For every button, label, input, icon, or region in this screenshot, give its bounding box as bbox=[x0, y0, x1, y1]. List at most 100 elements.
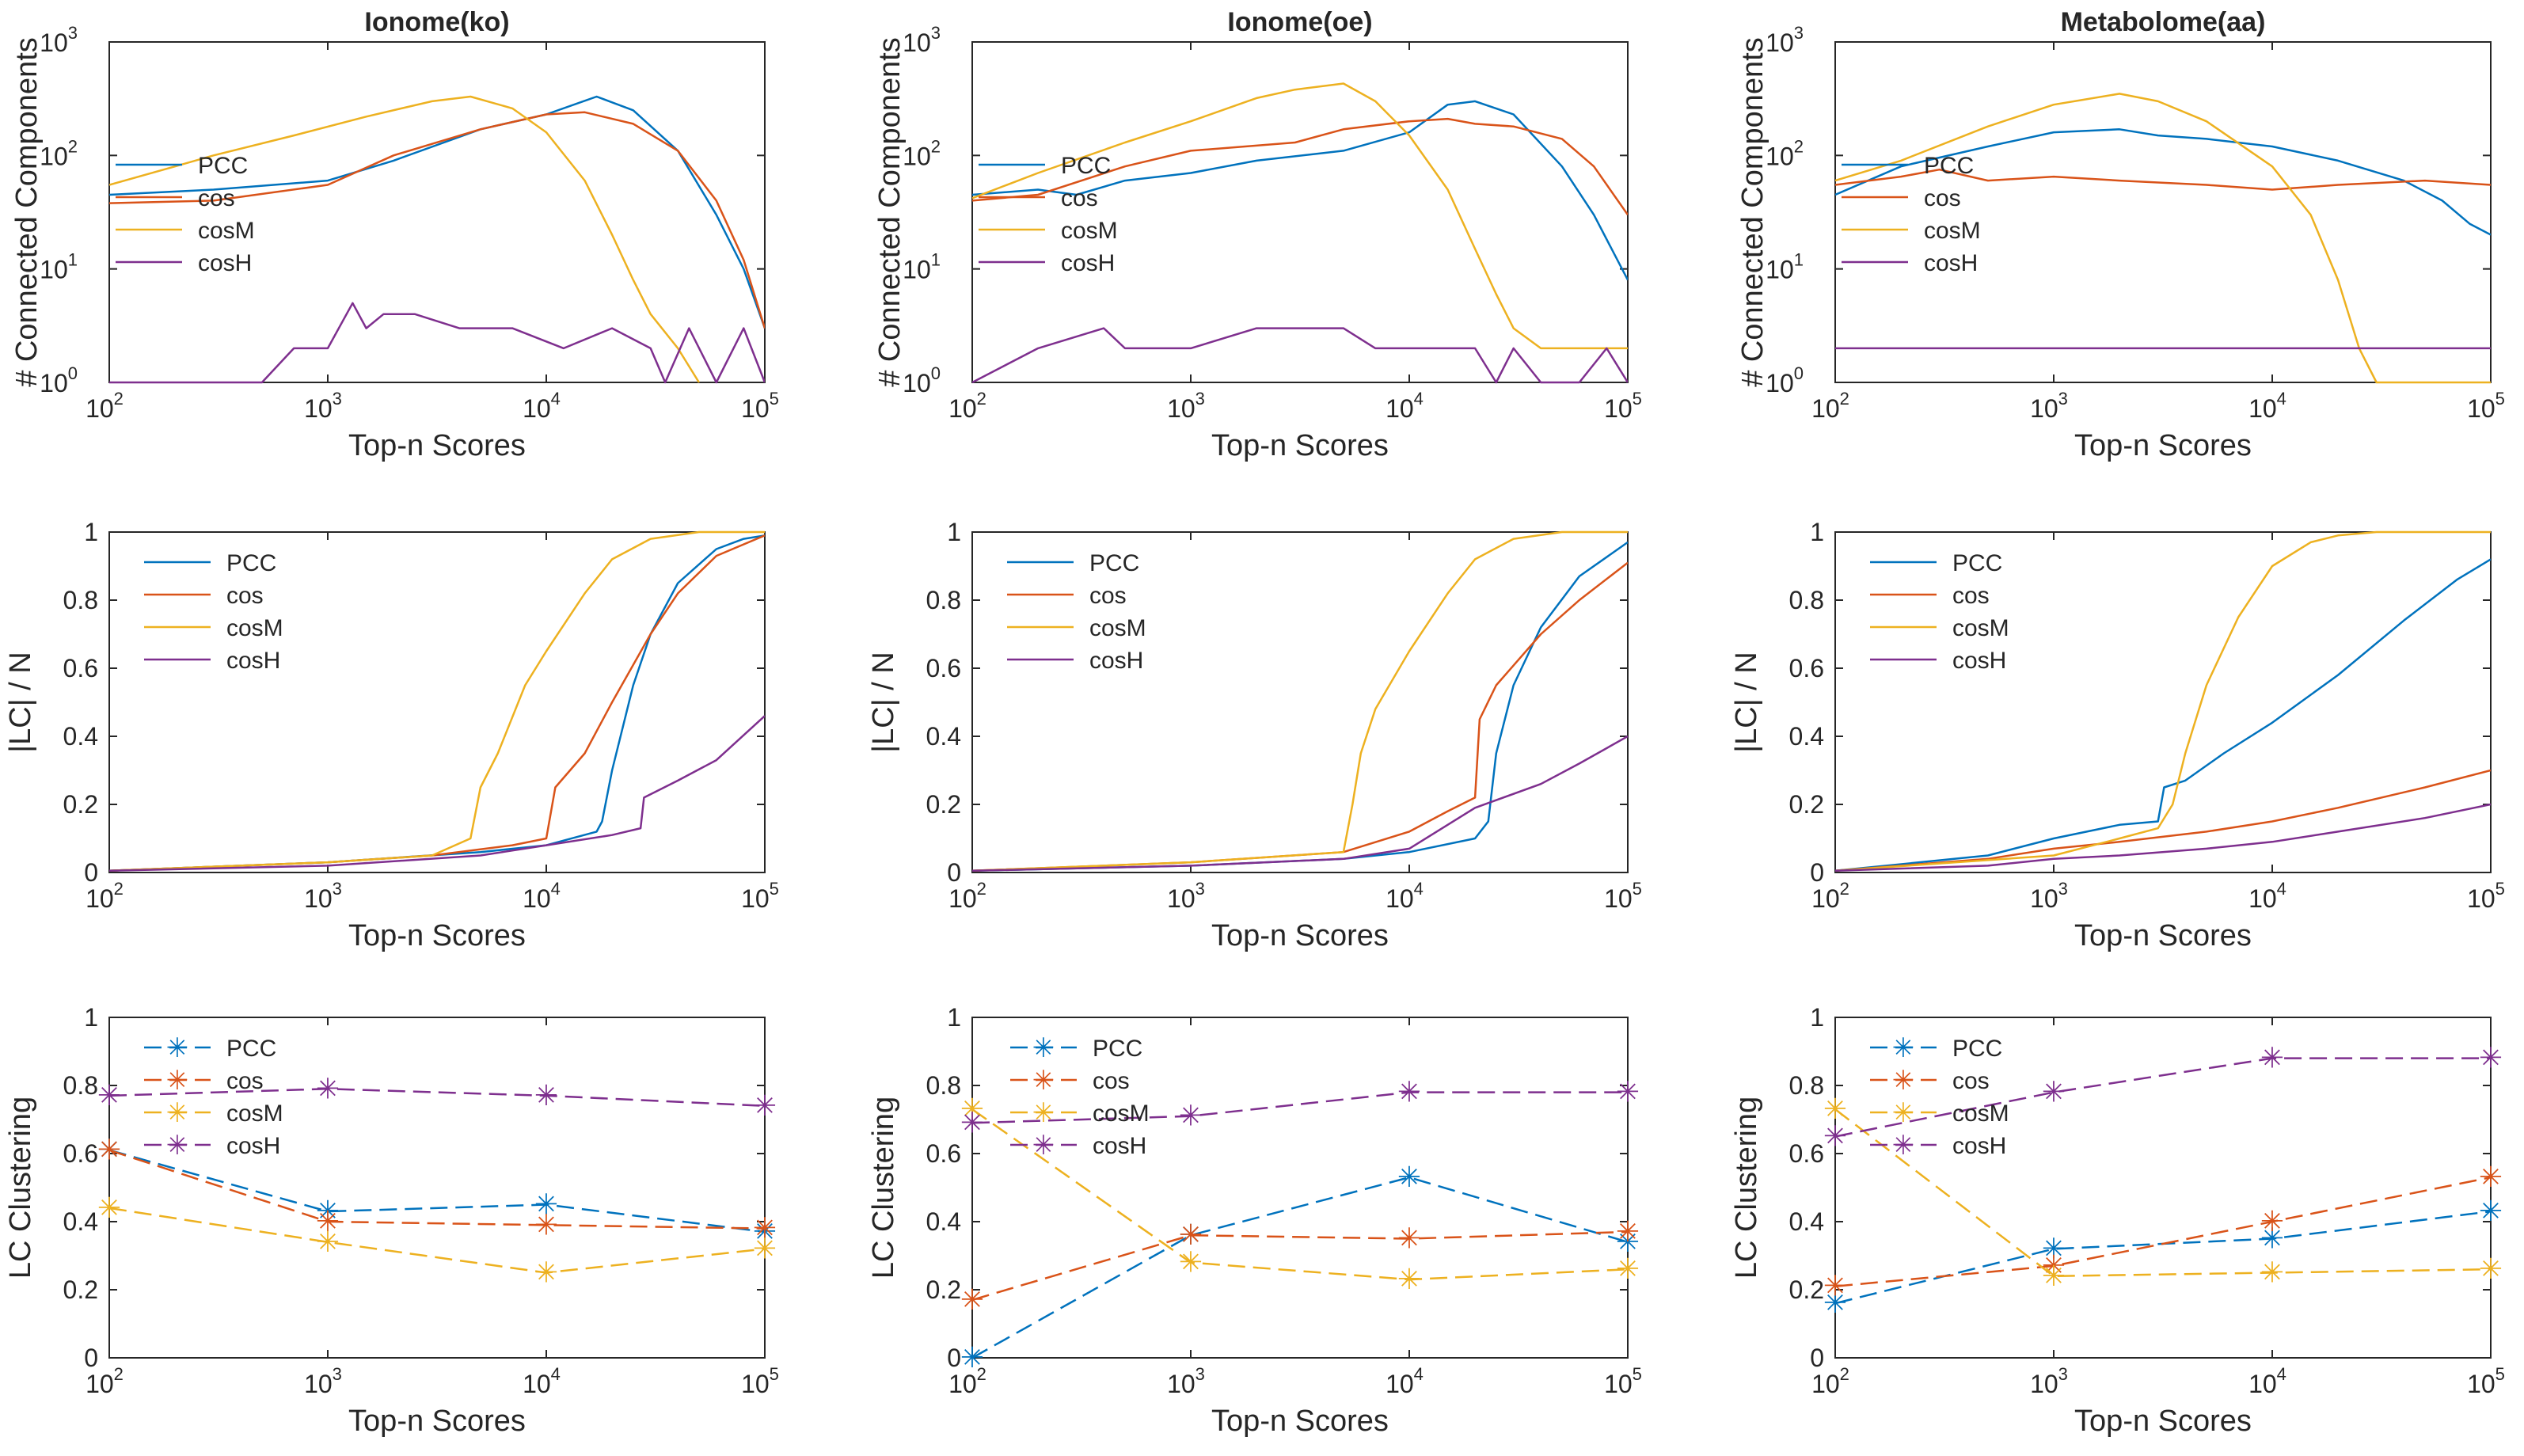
y-axis-label: |LC| / N bbox=[1730, 652, 1763, 752]
x-tick-base: 10 bbox=[304, 884, 333, 913]
x-tick-base: 10 bbox=[948, 394, 977, 423]
x-tick-label: 102 bbox=[1811, 879, 1849, 913]
legend-label-cosh: cosH bbox=[1952, 1133, 2006, 1159]
y-tick-label: 0.8 bbox=[63, 586, 98, 614]
x-tick-exp: 5 bbox=[1633, 1364, 1642, 1384]
x-tick-base: 10 bbox=[948, 884, 977, 913]
data-point-cosh: ✳ bbox=[1616, 1077, 1640, 1109]
series-line-cosh bbox=[109, 1088, 765, 1108]
data-point-cosm: ✳ bbox=[2042, 1260, 2066, 1293]
data-point-cosh: ✳ bbox=[2260, 1043, 2284, 1075]
y-tick-label: 0.8 bbox=[63, 1071, 98, 1100]
y-tick-base: 10 bbox=[40, 29, 68, 57]
x-tick-base: 10 bbox=[86, 884, 114, 913]
x-tick-label: 102 bbox=[86, 389, 124, 423]
y-tick-label: 0.6 bbox=[926, 1139, 961, 1168]
y-tick-label: 102 bbox=[1766, 136, 1804, 170]
y-tick-label: 103 bbox=[1766, 23, 1804, 57]
data-point-cosh: ✳ bbox=[534, 1080, 558, 1112]
legend-label-cosm: cosM bbox=[1061, 218, 1118, 244]
y-tick-exp: 2 bbox=[68, 136, 78, 156]
legend-label-cos: cos bbox=[1924, 185, 1961, 211]
x-tick-label: 105 bbox=[2467, 389, 2505, 423]
legend-label-cosm: cosM bbox=[198, 218, 255, 244]
data-point-pcc: ✳ bbox=[960, 1342, 984, 1374]
legend-label-cosh: cosH bbox=[1061, 250, 1115, 276]
x-tick-label: 102 bbox=[948, 879, 986, 913]
data-point-cos: ✳ bbox=[534, 1209, 558, 1241]
legend: PCC cos cosM cosH bbox=[1007, 550, 1146, 674]
legend-marker-cosm: ✳ bbox=[1032, 1097, 1055, 1129]
legend-label-cos: cos bbox=[198, 185, 235, 211]
y-tick-exp: 1 bbox=[68, 250, 78, 270]
y-tick-base: 10 bbox=[1766, 142, 1794, 170]
y-tick-label: 0.2 bbox=[63, 1275, 98, 1304]
x-tick-exp: 5 bbox=[1633, 389, 1642, 409]
x-tick-base: 10 bbox=[2030, 884, 2058, 913]
series-line-cos bbox=[109, 111, 765, 329]
series-line-pcc bbox=[1835, 558, 2491, 872]
plot-area bbox=[971, 531, 1629, 873]
y-tick-label: 0 bbox=[1810, 1344, 1824, 1372]
y-axis-label: # Connected Components bbox=[1736, 37, 1769, 387]
legend-marker-cos: ✳ bbox=[166, 1065, 189, 1097]
y-tick-base: 10 bbox=[903, 256, 931, 284]
series-line-cosh bbox=[972, 327, 1628, 384]
x-tick-exp: 5 bbox=[770, 1364, 779, 1384]
data-point-cos: ✳ bbox=[2260, 1206, 2284, 1238]
series-line-cosm bbox=[109, 95, 700, 383]
series-line-cosm bbox=[972, 530, 1628, 872]
legend-marker-pcc: ✳ bbox=[1032, 1032, 1055, 1064]
x-tick-base: 10 bbox=[1386, 1370, 1414, 1398]
legend: PCC cos cosM cosH bbox=[116, 153, 255, 276]
y-tick-base: 10 bbox=[40, 142, 68, 170]
x-tick-label: 104 bbox=[523, 389, 561, 423]
x-tick-label: 104 bbox=[1386, 1364, 1424, 1398]
x-tick-label: 103 bbox=[1167, 1364, 1205, 1398]
legend-label-pcc: PCC bbox=[198, 153, 248, 179]
y-tick-label: 1 bbox=[84, 518, 98, 546]
data-point-cosm: ✳ bbox=[97, 1192, 121, 1225]
plot-area bbox=[108, 41, 766, 383]
data-point-cosm: ✳ bbox=[960, 1093, 984, 1126]
x-tick-label: 103 bbox=[1167, 879, 1205, 913]
chart-title: Ionome(oe) bbox=[1227, 7, 1372, 37]
x-tick-base: 10 bbox=[1811, 394, 1840, 423]
x-tick-exp: 4 bbox=[2277, 389, 2286, 409]
y-tick-label: 1 bbox=[84, 1003, 98, 1032]
x-tick-base: 10 bbox=[1167, 394, 1195, 423]
legend-label-cosm: cosM bbox=[1089, 615, 1146, 641]
data-point-cos: ✳ bbox=[1179, 1219, 1203, 1252]
legend-label-cosh: cosH bbox=[1093, 1133, 1146, 1159]
x-tick-exp: 5 bbox=[1633, 879, 1642, 899]
y-tick-label: 0 bbox=[1810, 858, 1824, 887]
x-tick-base: 10 bbox=[2467, 884, 2495, 913]
data-point-cosm: ✳ bbox=[753, 1233, 777, 1265]
y-tick-label: 0.8 bbox=[1789, 1071, 1824, 1100]
legend-label-cosm: cosM bbox=[1952, 1101, 2009, 1127]
data-point-cosh: ✳ bbox=[2479, 1043, 2503, 1075]
y-tick-label: 1 bbox=[1810, 518, 1824, 546]
y-tick-exp: 0 bbox=[68, 363, 78, 383]
chart-title: Metabolome(aa) bbox=[2061, 7, 2266, 37]
series-line-cosm bbox=[1835, 530, 2491, 872]
x-tick-base: 10 bbox=[2030, 1370, 2058, 1398]
x-tick-exp: 2 bbox=[114, 879, 124, 899]
legend-label-cosh: cosH bbox=[1924, 250, 1978, 276]
data-point-pcc: ✳ bbox=[2260, 1223, 2284, 1256]
data-point-cosm: ✳ bbox=[316, 1226, 340, 1259]
y-axis-label: # Connected Components bbox=[10, 37, 44, 387]
data-point-cosh: ✳ bbox=[1179, 1101, 1203, 1133]
legend-label-cos: cos bbox=[1952, 583, 1990, 609]
y-tick-base: 10 bbox=[40, 369, 68, 397]
chart-title: Ionome(ko) bbox=[364, 7, 509, 37]
x-tick-base: 10 bbox=[523, 394, 551, 423]
x-tick-base: 10 bbox=[1811, 884, 1840, 913]
